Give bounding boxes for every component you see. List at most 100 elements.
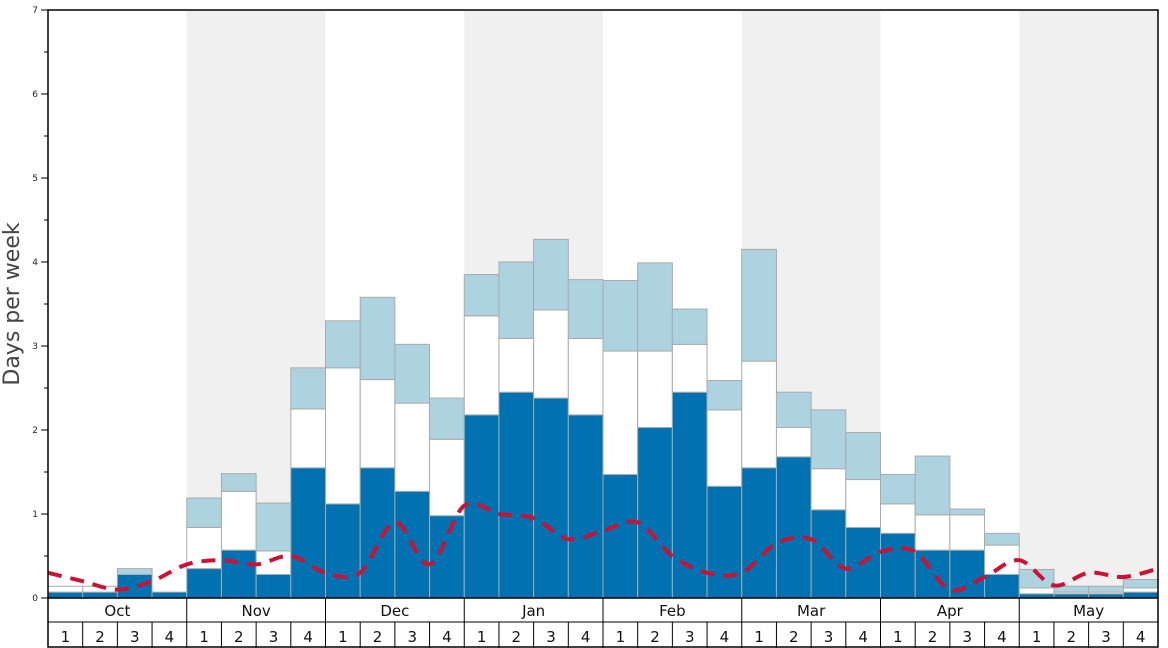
bar-segment-1	[880, 532, 916, 599]
bar-segment-2	[741, 360, 777, 469]
bar-segment-2	[255, 550, 292, 575]
bar-segment-1	[255, 573, 292, 599]
week-label: 1	[338, 628, 348, 646]
bar-segment-2	[429, 438, 465, 517]
bar-segment-1	[533, 397, 569, 599]
y-tick-label: 6	[32, 90, 38, 100]
week-label: 1	[893, 628, 903, 646]
week-label: 2	[650, 628, 660, 646]
week-label: 4	[303, 628, 313, 646]
bar-segment-1	[1122, 591, 1159, 599]
bar-segment-1	[220, 549, 257, 599]
bar-segment-3	[533, 238, 569, 311]
week-label: 4	[997, 628, 1007, 646]
bar-segment-3	[220, 473, 257, 492]
week-label: 3	[824, 628, 834, 646]
bar-segment-1	[116, 573, 153, 599]
bar-segment-3	[706, 379, 743, 411]
y-tick-label: 7	[32, 6, 38, 16]
bar-segment-1	[706, 485, 743, 599]
bar-segment-1	[775, 456, 812, 599]
week-label: 4	[442, 628, 452, 646]
month-label: Apr	[937, 602, 964, 620]
bar-segment-1	[914, 549, 951, 599]
bar-segment-3	[637, 262, 673, 352]
y-tick-label: 3	[32, 342, 38, 352]
bar-segment-1	[82, 591, 118, 599]
bar-segment-3	[775, 391, 812, 428]
y-tick-label: 5	[32, 174, 38, 184]
week-label: 3	[130, 628, 140, 646]
bar-segment-2	[359, 379, 396, 469]
bar-segment-3	[359, 296, 396, 381]
week-label: 3	[685, 628, 695, 646]
bar-segment-2	[290, 408, 326, 469]
bar-segment-3	[463, 274, 500, 317]
bar-segment-2	[220, 490, 257, 551]
bar-segment-2	[984, 544, 1020, 575]
bar-segment-3	[602, 279, 639, 352]
week-label: 1	[199, 628, 209, 646]
month-band	[1019, 10, 1158, 598]
bar-segment-1	[671, 391, 708, 599]
bar-segment-1	[637, 426, 673, 599]
bar-segment-3	[671, 308, 708, 345]
bar-segment-2	[671, 343, 708, 393]
week-label: 4	[165, 628, 175, 646]
bar-segment-3	[984, 532, 1020, 546]
bar-segment-2	[1122, 587, 1159, 593]
bar-segment-2	[498, 337, 535, 393]
bar-segment-1	[602, 474, 639, 599]
bar-segment-1	[984, 573, 1020, 599]
bar-segment-1	[151, 591, 188, 599]
bar-segment-3	[325, 320, 361, 369]
month-label: Nov	[241, 602, 270, 620]
bar-segment-1	[741, 467, 777, 599]
bar-segment-1	[47, 591, 84, 599]
week-label: 4	[720, 628, 730, 646]
week-label: 1	[477, 628, 487, 646]
month-label: Jan	[521, 602, 545, 620]
week-label: 2	[373, 628, 383, 646]
week-label: 2	[512, 628, 522, 646]
bar-segment-3	[741, 248, 777, 362]
week-label: 4	[858, 628, 868, 646]
week-label: 2	[95, 628, 105, 646]
bar-segment-1	[290, 467, 326, 599]
week-label: 1	[1032, 628, 1042, 646]
bar-segment-3	[186, 497, 222, 528]
y-tick-label: 0	[32, 594, 38, 604]
x-axis: Oct Nov Dec Jan Feb Mar Apr May 1 2 3 4 1 2 3 4 1 2 3 4 1 2 3 4…	[48, 597, 1158, 648]
week-label: 3	[962, 628, 972, 646]
bar-segment-3	[116, 568, 153, 575]
bar-segment-3	[949, 508, 986, 516]
bar-segment-2	[949, 514, 986, 551]
y-tick-label: 4	[32, 258, 38, 268]
month-label: May	[1073, 602, 1104, 620]
bars	[47, 238, 1159, 599]
bar-segment-1	[325, 503, 361, 599]
week-label: 2	[789, 628, 799, 646]
average-line	[47, 501, 1159, 593]
bar-segment-3	[429, 397, 465, 440]
y-axis-label: Days per week	[0, 222, 25, 385]
y-tick-label: 1	[32, 510, 38, 520]
bar-segment-3	[1122, 579, 1159, 589]
month-label: Dec	[380, 602, 409, 620]
week-label: 4	[581, 628, 591, 646]
month-label: Mar	[797, 602, 826, 620]
bar-segment-2	[637, 350, 673, 428]
bar-segment-2	[47, 585, 84, 593]
bar-segment-3	[880, 474, 916, 505]
week-label: 2	[928, 628, 938, 646]
week-label: 2	[234, 628, 244, 646]
month-label: Feb	[659, 602, 686, 620]
bar-segment-3	[290, 367, 326, 410]
bar-segment-1	[186, 568, 222, 599]
week-label: 2	[1067, 628, 1077, 646]
week-label: 3	[269, 628, 279, 646]
week-label: 1	[61, 628, 71, 646]
bar-segment-1	[567, 414, 604, 599]
y-tick-label: 2	[32, 426, 38, 436]
